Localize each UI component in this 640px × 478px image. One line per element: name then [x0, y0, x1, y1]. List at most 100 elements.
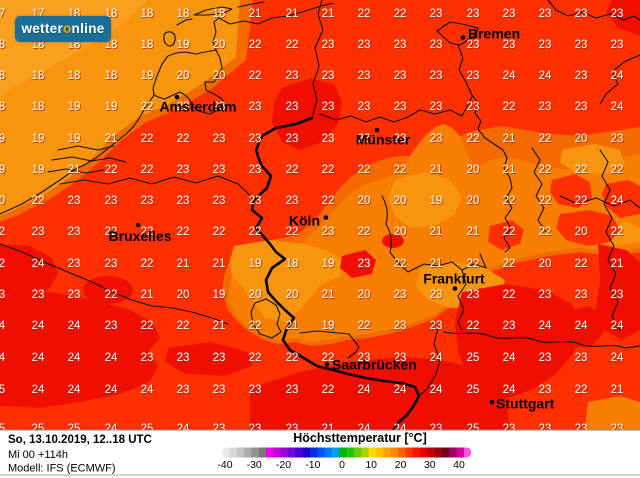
svg-text:21: 21 [431, 259, 444, 271]
svg-text:22: 22 [142, 321, 155, 333]
svg-text:22: 22 [540, 227, 553, 239]
svg-text:23: 23 [575, 101, 588, 113]
svg-text:23: 23 [576, 102, 589, 114]
svg-text:9: 9 [0, 134, 6, 146]
svg-text:3: 3 [0, 289, 5, 301]
svg-text:23: 23 [612, 424, 625, 436]
svg-text:22: 22 [286, 226, 299, 238]
svg-text:20: 20 [394, 195, 407, 207]
svg-text:19: 19 [33, 134, 46, 146]
svg-text:24: 24 [105, 352, 118, 364]
svg-text:23: 23 [214, 353, 227, 365]
svg-text:22: 22 [286, 164, 299, 176]
svg-text:23: 23 [575, 352, 588, 364]
svg-text:22: 22 [575, 164, 588, 176]
svg-text:22: 22 [177, 226, 190, 238]
svg-text:24: 24 [612, 196, 625, 208]
svg-text:22: 22 [612, 227, 625, 239]
svg-text:23: 23 [287, 196, 300, 208]
svg-text:Saarbrücken: Saarbrücken [332, 357, 417, 373]
svg-text:24: 24 [33, 385, 46, 397]
svg-text:21: 21 [468, 227, 481, 239]
svg-text:22: 22 [539, 133, 552, 145]
svg-text:23: 23 [540, 102, 553, 114]
svg-text:24: 24 [33, 321, 46, 333]
svg-text:23: 23 [178, 102, 191, 114]
svg-text:20: 20 [358, 289, 371, 301]
svg-text:21: 21 [214, 321, 227, 333]
svg-text:22: 22 [575, 384, 588, 396]
svg-text:22: 22 [141, 258, 154, 270]
svg-text:22: 22 [106, 227, 119, 239]
svg-text:25: 25 [68, 423, 81, 435]
svg-text:22: 22 [540, 134, 553, 146]
svg-text:23: 23 [503, 320, 516, 332]
svg-text:20: 20 [394, 226, 407, 238]
svg-text:19: 19 [323, 259, 336, 271]
svg-text:22: 22 [612, 165, 625, 177]
svg-text:25: 25 [142, 424, 155, 436]
svg-text:23: 23 [322, 133, 335, 145]
svg-text:19: 19 [322, 258, 335, 270]
svg-text:24: 24 [612, 321, 625, 333]
svg-text:23: 23 [431, 424, 444, 436]
svg-text:23: 23 [394, 39, 407, 51]
svg-text:23: 23 [214, 102, 227, 114]
svg-text:24: 24 [358, 384, 371, 396]
svg-text:19: 19 [33, 165, 46, 177]
svg-text:23: 23 [213, 423, 226, 435]
svg-text:8: 8 [0, 71, 6, 83]
svg-text:Frankfurt: Frankfurt [423, 271, 485, 287]
svg-text:23: 23 [105, 195, 118, 207]
svg-text:22: 22 [178, 321, 191, 333]
svg-text:23: 23 [213, 195, 226, 207]
svg-text:22: 22 [394, 258, 407, 270]
svg-text:23: 23 [32, 226, 45, 238]
svg-text:23: 23 [213, 352, 226, 364]
svg-text:22: 22 [32, 195, 45, 207]
svg-text:23: 23 [214, 424, 227, 436]
svg-text:23: 23 [576, 71, 589, 83]
svg-text:0: 0 [339, 459, 345, 471]
svg-text:23: 23 [504, 321, 517, 333]
svg-text:23: 23 [540, 353, 553, 365]
svg-text:20: 20 [539, 258, 552, 270]
svg-text:23: 23 [33, 290, 46, 302]
svg-text:23: 23 [177, 164, 190, 176]
svg-text:23: 23 [504, 40, 517, 52]
svg-text:22: 22 [177, 133, 190, 145]
svg-text:22: 22 [575, 195, 588, 207]
svg-text:5: 5 [0, 385, 6, 397]
svg-text:23: 23 [68, 226, 81, 238]
svg-text:22: 22 [322, 195, 335, 207]
svg-text:24: 24 [106, 385, 119, 397]
svg-text:22: 22 [287, 353, 300, 365]
svg-text:23: 23 [467, 101, 480, 113]
svg-text:23: 23 [178, 196, 191, 208]
svg-text:23: 23 [539, 352, 552, 364]
svg-text:20: 20 [178, 71, 191, 83]
svg-text:23: 23 [69, 259, 82, 271]
svg-text:23: 23 [431, 290, 444, 302]
svg-text:23: 23 [177, 384, 190, 396]
svg-text:25: 25 [468, 424, 481, 436]
svg-text:23: 23 [431, 9, 444, 21]
svg-text:23: 23 [287, 102, 300, 114]
svg-text:23: 23 [395, 321, 408, 333]
svg-text:22: 22 [33, 196, 46, 208]
svg-text:23: 23 [611, 8, 624, 20]
svg-text:23: 23 [250, 102, 263, 114]
svg-text:23: 23 [322, 70, 335, 82]
svg-text:21: 21 [431, 227, 444, 239]
svg-text:22: 22 [142, 134, 155, 146]
svg-text:20: 20 [213, 70, 226, 82]
svg-text:22: 22 [503, 289, 516, 301]
svg-text:23: 23 [250, 134, 263, 146]
svg-text:Höchsttemperatur [°C]: Höchsttemperatur [°C] [293, 431, 426, 445]
svg-text:Modell: IFS (ECMWF): Modell: IFS (ECMWF) [8, 463, 116, 475]
svg-text:23: 23 [467, 289, 480, 301]
svg-text:23: 23 [178, 353, 191, 365]
svg-text:23: 23 [467, 39, 480, 51]
svg-text:23: 23 [286, 195, 299, 207]
svg-text:18: 18 [33, 40, 46, 52]
